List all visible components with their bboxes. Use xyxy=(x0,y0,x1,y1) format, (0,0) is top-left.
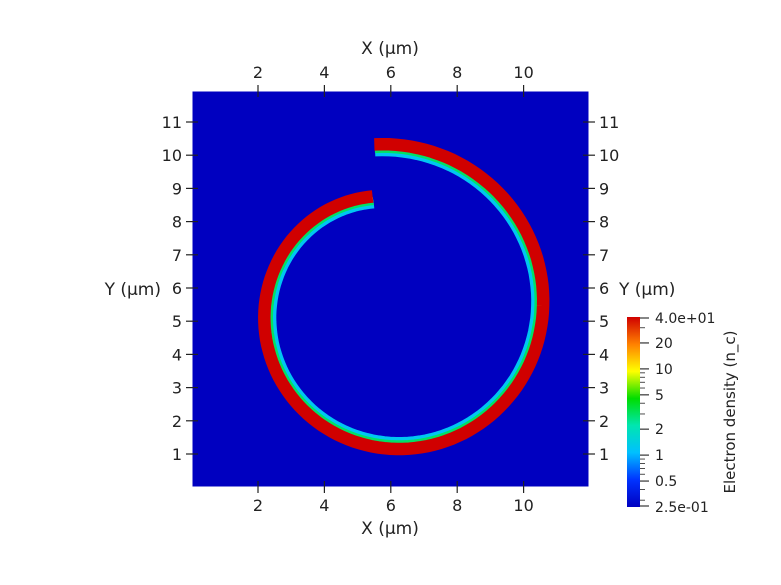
x-tick-label-top-4: 10 xyxy=(513,63,533,82)
plot-background xyxy=(192,91,589,487)
y-tick-label-right-6: 7 xyxy=(599,246,609,265)
y-tick-label-left-7: 8 xyxy=(172,213,182,232)
plot-area xyxy=(192,91,589,487)
colorbar-min-label: 2.5e-01 xyxy=(655,500,709,516)
y-tick-label-right-9: 10 xyxy=(599,146,619,165)
y-tick-label-left-4: 5 xyxy=(172,312,182,331)
y-tick-label-right-3: 4 xyxy=(599,345,609,364)
x-axis-title-bottom: X (µm) xyxy=(361,519,419,539)
x-tick-label-bottom-4: 10 xyxy=(513,496,533,515)
y-tick-label-left-1: 2 xyxy=(172,412,182,431)
y-tick-label-right-1: 2 xyxy=(599,412,609,431)
y-tick-label-right-7: 8 xyxy=(599,213,609,232)
y-tick-label-left-3: 4 xyxy=(172,345,182,364)
x-tick-label-top-3: 8 xyxy=(452,63,462,82)
y-tick-label-left-8: 9 xyxy=(172,179,182,198)
y-tick-label-left-6: 7 xyxy=(172,246,182,265)
x-axis-title-top: X (µm) xyxy=(361,39,419,59)
colorbar-title: Electron density (n_c) xyxy=(721,330,740,493)
colorbar-tick-label-5: 20 xyxy=(655,336,673,352)
x-tick-label-bottom-1: 4 xyxy=(319,496,329,515)
y-tick-label-left-9: 10 xyxy=(162,146,182,165)
y-axis-title-left: Y (µm) xyxy=(104,280,161,300)
y-tick-label-right-10: 11 xyxy=(599,113,619,132)
colorbar-max-label: 4.0e+01 xyxy=(655,311,715,327)
colorbar-tick-label-1: 1 xyxy=(655,448,664,464)
colorbar-tick-label-4: 10 xyxy=(655,362,673,378)
y-tick-label-left-10: 11 xyxy=(162,113,182,132)
colorbar: 0.5 1 2 5 10 20 4.0e+01 2.5e-01 Electron density… xyxy=(627,311,740,516)
colorbar-tick-label-3: 5 xyxy=(655,388,664,404)
x-tick-label-bottom-2: 6 xyxy=(386,496,396,515)
y-axis-title-right: Y (µm) xyxy=(618,280,675,300)
colorbar-tick-label-2: 2 xyxy=(655,422,664,438)
y-tick-label-right-8: 9 xyxy=(599,179,609,198)
density-layer-3 xyxy=(258,137,550,456)
y-tick-label-right-4: 5 xyxy=(599,312,609,331)
x-tick-label-top-0: 2 xyxy=(253,63,263,82)
colorbar-bar xyxy=(627,317,640,507)
y-tick-label-right-5: 6 xyxy=(599,279,609,298)
x-tick-label-top-1: 4 xyxy=(319,63,329,82)
x-tick-label-bottom-3: 8 xyxy=(452,496,462,515)
x-tick-label-top-2: 6 xyxy=(386,63,396,82)
y-tick-label-right-2: 3 xyxy=(599,379,609,398)
y-tick-label-left-0: 1 xyxy=(172,445,182,464)
y-tick-label-left-5: 6 xyxy=(172,279,182,298)
colorbar-tick-label-0: 0.5 xyxy=(655,474,677,490)
x-tick-label-bottom-0: 2 xyxy=(253,496,263,515)
y-tick-label-right-0: 1 xyxy=(599,445,609,464)
y-tick-label-left-2: 3 xyxy=(172,379,182,398)
density-layer-0 xyxy=(270,150,538,443)
